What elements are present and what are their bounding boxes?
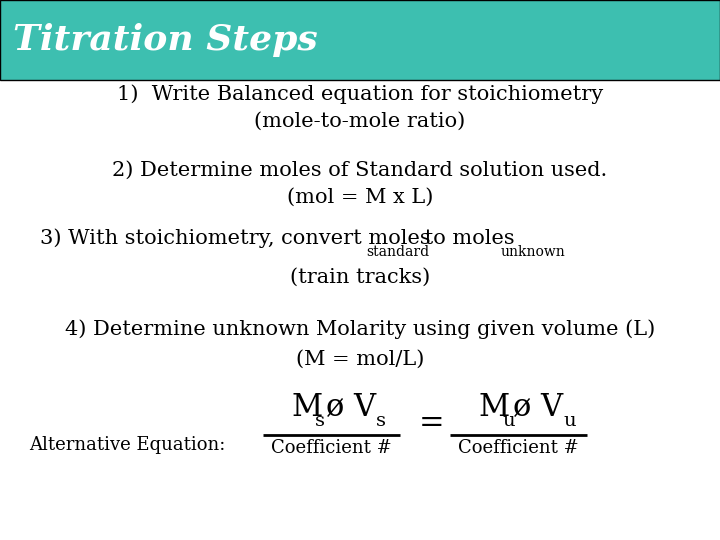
Text: standard: standard [366,245,430,259]
Text: s: s [376,411,386,429]
Text: to moles: to moles [418,229,515,248]
Text: 3) With stoichiometry, convert moles: 3) With stoichiometry, convert moles [40,228,431,248]
Text: (mole-to-mole ratio): (mole-to-mole ratio) [254,112,466,131]
Text: M: M [479,392,510,423]
FancyBboxPatch shape [0,0,720,80]
Text: M: M [292,392,323,423]
Text: V: V [353,392,375,423]
Text: Coefficient #: Coefficient # [458,439,579,457]
Text: 1)  Write Balanced equation for stoichiometry: 1) Write Balanced equation for stoichiom… [117,85,603,104]
Text: Alternative Equation:: Alternative Equation: [29,436,225,455]
Text: u: u [503,411,516,429]
Text: u: u [563,411,576,429]
Text: ø: ø [513,392,531,423]
Text: (M = mol/L): (M = mol/L) [296,349,424,369]
Text: Coefficient #: Coefficient # [271,439,392,457]
Text: unknown: unknown [500,245,565,259]
Text: (mol = M x L): (mol = M x L) [287,187,433,207]
Text: ø: ø [325,392,344,423]
Text: 2) Determine moles of Standard solution used.: 2) Determine moles of Standard solution … [112,160,608,180]
Text: 4) Determine unknown Molarity using given volume (L): 4) Determine unknown Molarity using give… [65,320,655,339]
Text: (train tracks): (train tracks) [290,268,430,287]
Text: Titration Steps: Titration Steps [13,23,318,57]
Text: V: V [540,392,562,423]
Text: =: = [419,408,445,440]
Text: s: s [315,411,325,429]
